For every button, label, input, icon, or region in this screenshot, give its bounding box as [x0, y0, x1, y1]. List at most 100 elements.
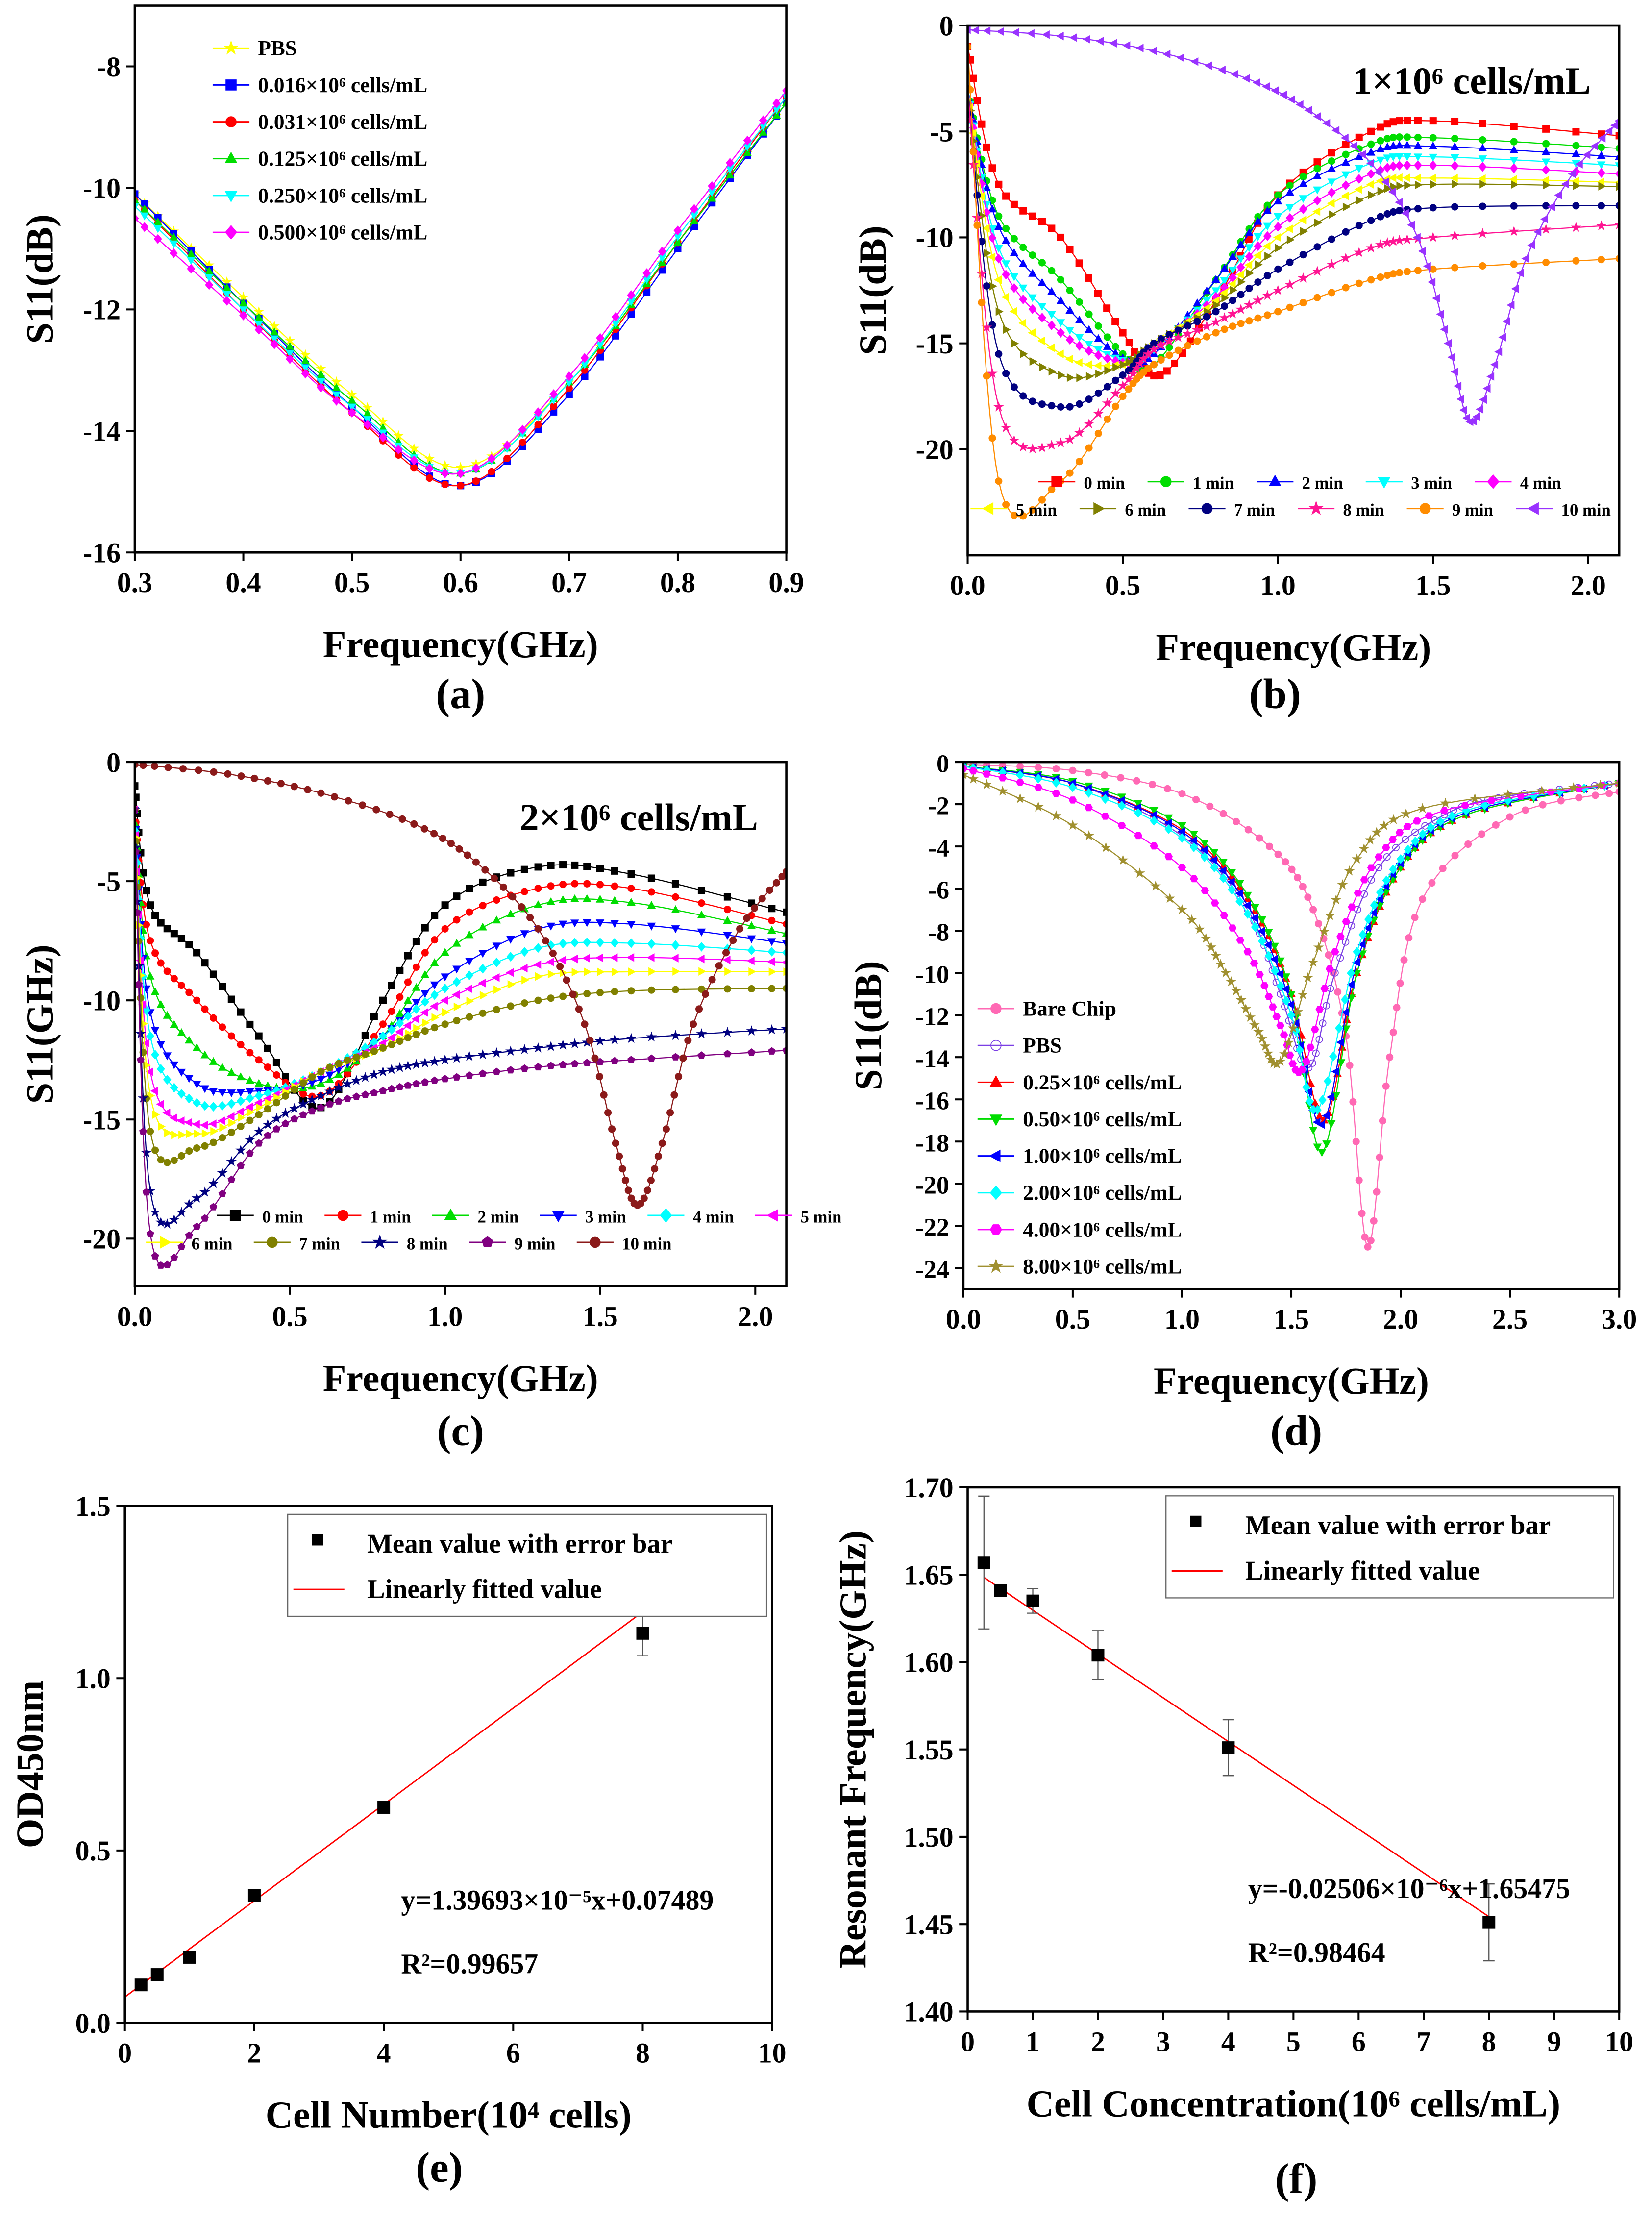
series-5-marker — [565, 371, 573, 381]
series-9-marker — [520, 1064, 529, 1072]
series-0-marker — [1382, 1082, 1390, 1090]
legend-marker-4 — [660, 1208, 672, 1223]
panel-d: 0.0 0.5 1.0 1.5 2.0 2.5 3.0-24-22-20-18-16-14-… — [847, 750, 1637, 1454]
panel-c: 0.0 0.5 1.0 1.5 2.0-20-15-10-50Frequency(GHz… — [18, 746, 841, 1454]
series-7-marker — [1245, 1012, 1256, 1022]
series-9-marker — [1342, 284, 1350, 292]
series-5-marker — [140, 222, 149, 232]
series-9-marker — [308, 1107, 316, 1115]
series-7-marker — [1263, 272, 1271, 280]
series-5-marker — [696, 954, 705, 964]
series-3-marker — [325, 1071, 334, 1080]
y-tick-label: -12 — [915, 1003, 949, 1031]
series-line-5 — [967, 89, 1620, 367]
series-9-marker — [227, 1175, 236, 1183]
x-tick-label: 8 — [636, 2037, 650, 2069]
series-5-marker — [1364, 914, 1373, 924]
series-10-marker — [1604, 126, 1613, 136]
series-3-marker — [1285, 204, 1294, 212]
series-9-marker — [1403, 268, 1411, 275]
series-9-marker — [1245, 317, 1253, 325]
series-5-marker — [987, 252, 996, 262]
series-7-marker — [219, 1134, 226, 1142]
series-6-marker — [442, 1008, 450, 1017]
series-2-marker — [246, 1076, 254, 1084]
series-6-marker — [1302, 1058, 1310, 1065]
series-6-marker — [1076, 373, 1085, 382]
series-5-marker — [169, 1113, 177, 1122]
series-6-marker — [479, 991, 488, 1000]
series-2-marker — [146, 971, 155, 980]
series-0-marker — [995, 180, 1003, 188]
series-6-marker — [584, 967, 592, 976]
series-9-marker — [170, 1253, 178, 1261]
series-7-marker — [1002, 370, 1010, 377]
series-5-marker — [395, 1027, 403, 1037]
series-5-marker — [610, 953, 618, 962]
series-4-marker — [1367, 169, 1376, 179]
series-1-marker — [1285, 1017, 1293, 1025]
series-6-marker — [228, 1118, 237, 1127]
series-10-marker — [1498, 333, 1506, 342]
series-3-marker — [492, 942, 501, 951]
series-5-marker — [387, 1033, 395, 1042]
series-6-marker — [1325, 965, 1334, 973]
series-6-marker — [1368, 191, 1376, 199]
series-9-marker — [139, 1127, 148, 1136]
series-0-marker — [1156, 371, 1164, 379]
series-10-marker — [1502, 317, 1510, 326]
series-5-marker — [1178, 833, 1186, 843]
series-6-marker — [1280, 1031, 1288, 1038]
series-0-marker — [1542, 125, 1550, 133]
series-0-marker — [1294, 874, 1302, 882]
series-4-marker — [1451, 161, 1459, 171]
series-8-marker — [993, 401, 1004, 412]
series-1-marker — [379, 1020, 387, 1028]
series-10-marker — [250, 774, 258, 782]
series-6-marker — [1342, 202, 1351, 212]
series-10-marker — [1295, 100, 1304, 109]
series-1-marker — [453, 916, 461, 924]
series-3-marker — [1308, 1127, 1318, 1135]
series-0-marker — [1349, 1098, 1357, 1106]
series-6-marker — [1288, 1060, 1297, 1067]
series-2-marker — [1376, 145, 1385, 152]
series-10-marker — [1436, 310, 1444, 319]
series-4-marker — [170, 1083, 178, 1093]
series-9-marker — [1010, 511, 1018, 519]
series-2-marker — [723, 916, 732, 924]
series-3-marker — [1264, 929, 1273, 937]
series-1-marker — [421, 949, 429, 957]
series-2-marker — [610, 896, 619, 904]
series-5-marker — [1313, 1105, 1322, 1115]
x-tick-label: 0 — [118, 2037, 132, 2069]
series-4-marker — [1542, 165, 1551, 175]
series-0-marker — [1085, 769, 1092, 777]
series-5-marker — [162, 1108, 171, 1117]
concentration-annotation: 2×10⁶ cells/mL — [520, 796, 758, 839]
series-10-marker — [1217, 65, 1226, 74]
series-0-marker — [408, 443, 419, 453]
series-4-marker — [671, 940, 680, 950]
series-8-marker — [1055, 437, 1066, 448]
series-7-marker — [1299, 251, 1307, 259]
series-6-marker — [194, 1129, 202, 1138]
data-point — [1026, 1594, 1039, 1607]
series-0-marker — [1328, 149, 1335, 157]
series-9-marker — [370, 1088, 378, 1096]
series-5-marker — [994, 275, 1002, 284]
series-10-marker — [670, 1091, 678, 1099]
series-10-marker — [1358, 150, 1366, 159]
series-0-marker — [412, 938, 420, 945]
series-8-marker — [402, 1060, 414, 1071]
series-3-marker — [1355, 165, 1364, 173]
series-7-marker — [647, 986, 655, 994]
series-1-marker — [1066, 287, 1074, 295]
data-point — [134, 1978, 148, 1992]
series-4-marker — [1227, 877, 1235, 887]
series-5-marker — [646, 953, 655, 962]
series-10-marker — [1472, 412, 1480, 421]
series-8-marker — [545, 1040, 556, 1051]
legend-marker-0 — [990, 1003, 1002, 1014]
series-8-marker — [155, 1216, 167, 1227]
